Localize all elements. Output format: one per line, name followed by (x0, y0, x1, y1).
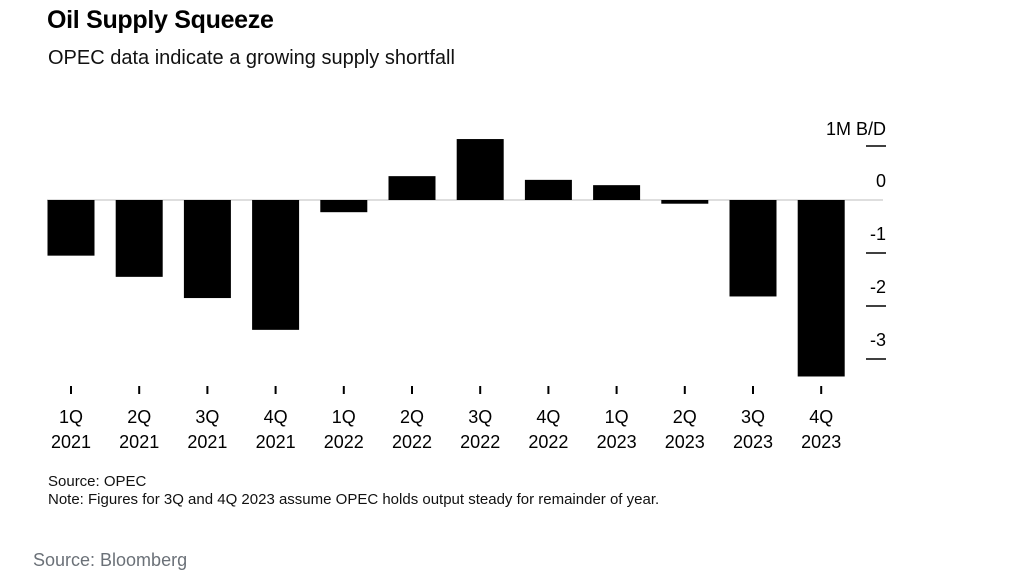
x-tick-year: 2023 (665, 432, 705, 452)
x-tick-year: 2021 (119, 432, 159, 452)
x-tick-label: 2Q (400, 407, 424, 427)
x-tick-year: 2023 (801, 432, 841, 452)
chart-notes: Source: OPEC Note: Figures for 3Q and 4Q… (48, 473, 659, 509)
x-tick-label: 3Q (741, 407, 765, 427)
x-tick-year: 2022 (392, 432, 432, 452)
x-tick-label: 1Q (332, 407, 356, 427)
bar (115, 200, 163, 277)
x-tick-label: 4Q (809, 407, 833, 427)
chart-subtitle: OPEC data indicate a growing supply shor… (48, 47, 455, 69)
bar (183, 200, 231, 299)
bar (320, 200, 368, 213)
x-tick-year: 2021 (187, 432, 227, 452)
bar (456, 139, 504, 200)
x-tick-label: 1Q (59, 407, 83, 427)
bar (47, 200, 95, 256)
x-tick-label: 4Q (536, 407, 560, 427)
x-tick-year: 2021 (51, 432, 91, 452)
y-tick-label: -3 (870, 330, 886, 350)
bar (729, 200, 777, 297)
x-tick-label: 3Q (195, 407, 219, 427)
x-tick-year: 2021 (256, 432, 296, 452)
x-tick-year: 2022 (460, 432, 500, 452)
x-tick-label: 2Q (127, 407, 151, 427)
bar (661, 200, 709, 204)
bar (797, 200, 845, 377)
credit-line: Source: Bloomberg (33, 550, 188, 570)
y-axis-unit: 1M B/D (826, 119, 886, 139)
x-tick-label: 4Q (264, 407, 288, 427)
x-tick-year: 2022 (528, 432, 568, 452)
y-tick-label: -1 (870, 224, 886, 244)
y-tick-label: 0 (876, 171, 886, 191)
x-tick-year: 2022 (324, 432, 364, 452)
chart-title: Oil Supply Squeeze (47, 6, 274, 34)
x-tick-label: 3Q (468, 407, 492, 427)
bar (252, 200, 300, 330)
x-tick-label: 1Q (605, 407, 629, 427)
y-tick-label: -2 (870, 277, 886, 297)
bar (524, 179, 572, 200)
x-tick-year: 2023 (733, 432, 773, 452)
bar (593, 185, 641, 200)
footnote: Note: Figures for 3Q and 4Q 2023 assume … (48, 491, 660, 508)
bar (388, 176, 436, 200)
bar-chart: 1Q 2021 2Q 2021 3Q 2021 4Q 2021 1Q 2022 2Q 2022 3Q 20… (47, 119, 886, 452)
source-note: Source: OPEC (48, 473, 147, 490)
x-tick-year: 2023 (597, 432, 637, 452)
x-tick-label: 2Q (673, 407, 697, 427)
